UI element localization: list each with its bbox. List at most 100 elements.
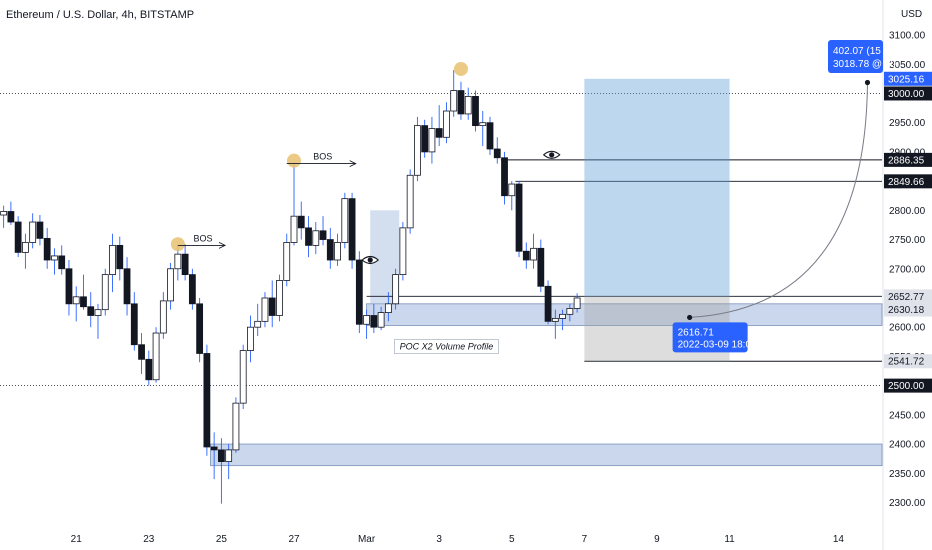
- target-label-bg: [828, 40, 883, 73]
- candle: [515, 181, 523, 258]
- candle: [138, 333, 145, 374]
- candle-body: [522, 250, 530, 261]
- candle-body: [486, 122, 494, 150]
- candle: [232, 397, 240, 453]
- projection-end-dot: [864, 79, 871, 86]
- candle-body: [326, 239, 334, 261]
- candle: [305, 216, 312, 258]
- candle: [493, 137, 501, 164]
- level-label-text: 2541.72: [888, 357, 925, 368]
- point-label-time: 2022-03-09 18:00: [678, 339, 757, 350]
- level-label-bg: [884, 289, 932, 304]
- candle: [551, 309, 559, 339]
- candle-body: [501, 157, 508, 197]
- candle: [421, 119, 429, 158]
- time-tick-label: 25: [216, 534, 228, 545]
- candle: [348, 192, 356, 269]
- candle: [530, 233, 537, 269]
- candle-body: [276, 280, 283, 316]
- candle: [218, 438, 225, 504]
- candle-body: [530, 247, 537, 261]
- chart-title: Ethereum / U.S. Dollar, 4h, BITSTAMP: [6, 9, 195, 21]
- candle-body: [508, 183, 516, 197]
- bos-label: BOS: [313, 152, 332, 162]
- candle-body: [450, 90, 458, 112]
- candle: [254, 303, 262, 336]
- candle-body: [457, 90, 465, 115]
- candle-body: [239, 350, 247, 404]
- candle-body: [290, 215, 298, 243]
- candle-body: [363, 315, 370, 325]
- candle: [239, 344, 247, 409]
- level-label-text: 2886.35: [888, 155, 925, 166]
- level-label: 2652.77: [884, 289, 932, 304]
- candle: [247, 315, 254, 363]
- candle-body: [305, 227, 312, 246]
- candle-body: [537, 247, 545, 287]
- candle: [443, 102, 450, 144]
- candle-body: [109, 244, 116, 276]
- target-box: [584, 78, 730, 297]
- candle: [334, 233, 341, 266]
- candle: [145, 350, 153, 386]
- candle: [414, 116, 421, 182]
- candle-body: [261, 297, 269, 322]
- candle-body: [312, 230, 320, 246]
- level-label: 2849.66: [884, 174, 932, 189]
- axis-price-label: 2630.18: [884, 302, 932, 317]
- candle: [87, 292, 95, 328]
- candle: [225, 444, 233, 480]
- bos-label: BOS: [193, 233, 212, 243]
- candle: [522, 242, 530, 269]
- candle: [51, 248, 58, 275]
- candle: [559, 309, 566, 331]
- candle-body: [159, 300, 167, 334]
- level-label: 2886.35: [884, 152, 932, 167]
- poc-label-box: [394, 339, 499, 354]
- candle-body: [138, 344, 145, 360]
- level-label-bg: [884, 174, 932, 189]
- candle: [566, 303, 574, 322]
- price-tick-label: 2600.00: [889, 323, 926, 334]
- candle: [196, 297, 204, 363]
- candle: [101, 268, 109, 316]
- candle: [573, 293, 581, 313]
- candle-body: [472, 96, 479, 127]
- price-tick-label: 3050.00: [889, 60, 926, 71]
- swing-high-marker: [453, 61, 468, 76]
- candle: [65, 260, 73, 316]
- candle: [109, 233, 116, 293]
- level-label-text: 2500.00: [888, 381, 925, 392]
- position-layer: [584, 78, 730, 362]
- candle-body: [188, 274, 196, 305]
- time-tick-label: 21: [71, 534, 83, 545]
- candle: [283, 233, 291, 287]
- time-tick-label: 7: [582, 534, 588, 545]
- time-tick-label: 11: [724, 534, 735, 545]
- candle: [464, 87, 472, 120]
- price-tick-label: 2450.00: [889, 410, 926, 421]
- candle: [159, 292, 167, 339]
- time-axis: 21 23 25 27 Mar 3 5 7 9 11 14: [71, 534, 845, 545]
- candle-body: [94, 309, 102, 316]
- candle: [181, 244, 189, 281]
- candle: [72, 286, 80, 322]
- candle-body: [414, 125, 421, 176]
- projection-curve: [689, 82, 868, 318]
- price-tick-label: 2750.00: [889, 235, 926, 246]
- candle-body: [428, 128, 436, 153]
- candle-body: [399, 227, 407, 276]
- candle: [399, 222, 407, 281]
- level-label: 2500.00: [884, 378, 932, 393]
- candle: [167, 262, 174, 310]
- candle-body: [14, 221, 22, 253]
- level-label: 2541.72: [884, 354, 932, 369]
- target-label-change: 402.07 (15: [833, 46, 881, 57]
- candle-body: [65, 268, 73, 305]
- time-tick-label: 9: [654, 534, 660, 545]
- time-tick-label: Mar: [358, 534, 376, 545]
- time-tick-label: 5: [509, 534, 515, 545]
- candle: [319, 216, 327, 246]
- candle-body: [72, 296, 80, 305]
